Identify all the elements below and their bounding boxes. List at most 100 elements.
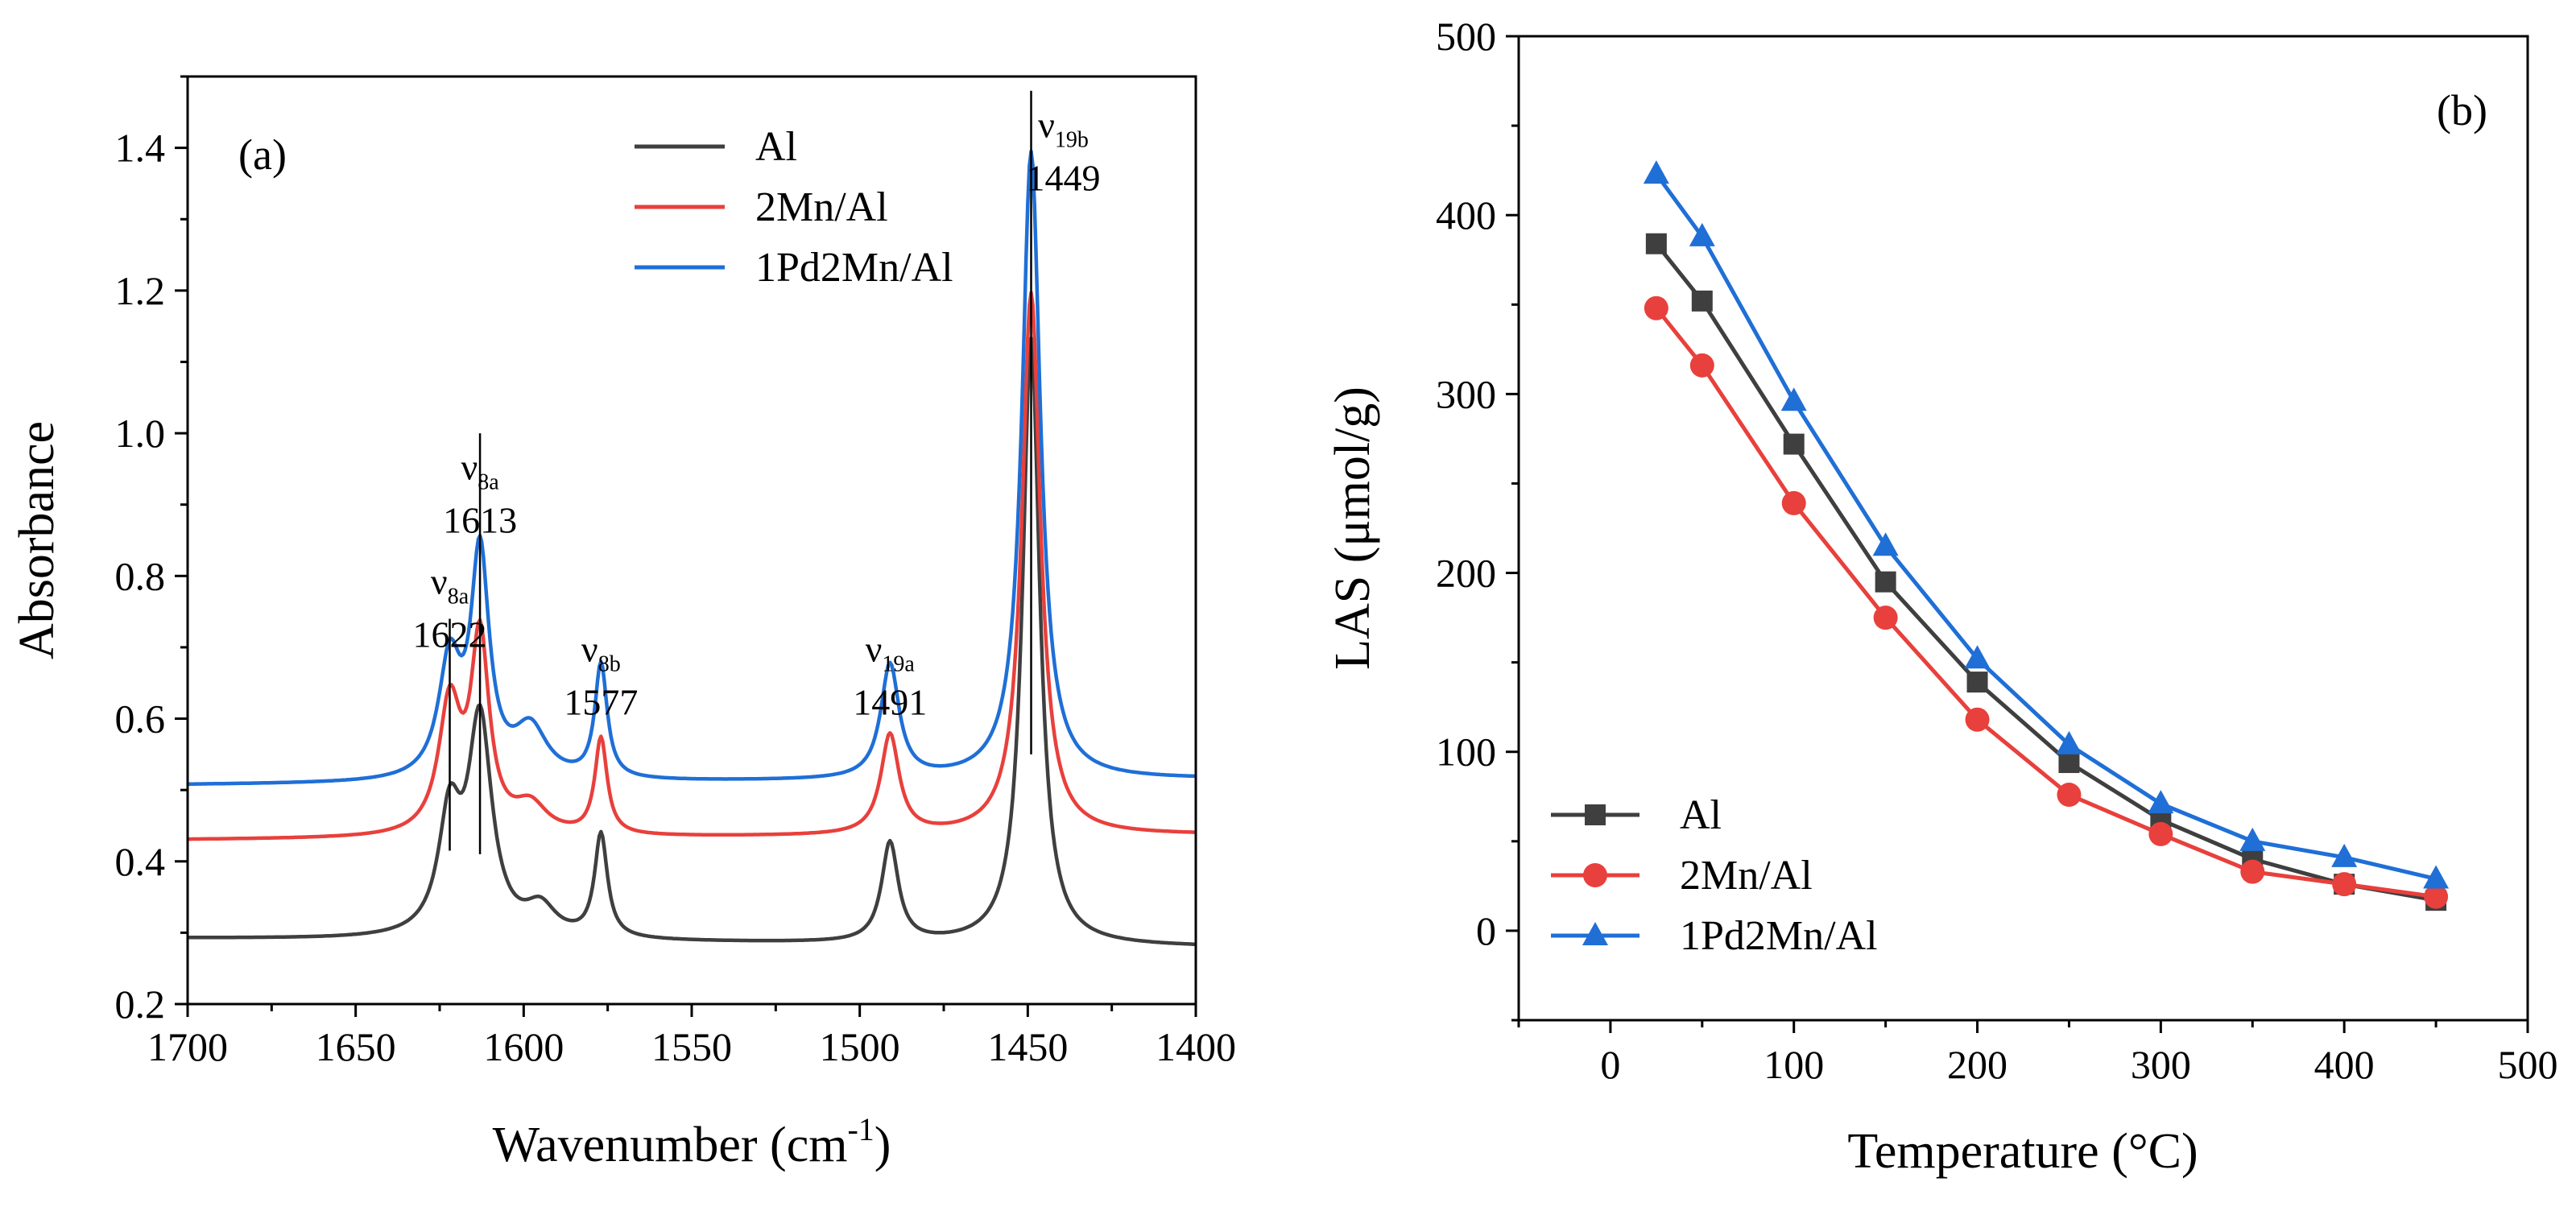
panel-b-ticks: 0 100 200 300 400 500 0 100 200 300 400 500 bbox=[1436, 14, 2558, 1087]
panel-b-label: (b) bbox=[2437, 86, 2487, 134]
x-tick-label: 300 bbox=[2131, 1042, 2191, 1087]
legend-label: Al bbox=[1680, 792, 1722, 838]
data-point-triangle bbox=[1872, 532, 1899, 556]
data-point-square bbox=[1691, 290, 1713, 312]
y-tick-label: 200 bbox=[1436, 551, 1496, 596]
x-tick-label: 500 bbox=[2498, 1042, 2558, 1087]
data-point-square bbox=[1783, 433, 1805, 455]
spectrum-line-2 bbox=[187, 149, 1197, 787]
peak-annotation-nu8a-1613: ν8a 1613 bbox=[443, 433, 517, 854]
panel-a-ticks: 1700 1650 1600 1550 1500 1450 1400 0.2 0.4 0.6 0.8… bbox=[115, 75, 1236, 1069]
x-tick-label: 400 bbox=[2314, 1042, 2375, 1087]
peak-annotation-nu19b-1449: ν19b 1449 bbox=[1027, 90, 1101, 754]
peak-annotation-nu8b-1577: ν8b 1577 bbox=[564, 629, 638, 723]
data-point-circle bbox=[2148, 821, 2173, 846]
peak-annotation-nu19a-1491: ν19a 1491 bbox=[853, 629, 927, 723]
panel-a-label: (a) bbox=[238, 130, 287, 179]
panel-b-las: 0 100 200 300 400 500 0 100 200 300 400 500 (b) Tem… bbox=[1325, 14, 2558, 1179]
y-tick-label: 1.2 bbox=[115, 268, 166, 313]
y-tick-label: 0 bbox=[1476, 908, 1496, 953]
data-point-square bbox=[1966, 672, 1988, 693]
spectrum-line-0 bbox=[187, 336, 1197, 947]
series-line bbox=[1654, 172, 2437, 881]
data-point-circle bbox=[1873, 606, 1898, 630]
data-point-triangle bbox=[1582, 922, 1608, 945]
data-point-triangle bbox=[2239, 827, 2266, 851]
data-point-triangle bbox=[1643, 160, 1669, 184]
panel-a-legend: Al 2Mn/Al 1Pd2Mn/Al bbox=[635, 124, 953, 291]
panel-b-x-axis-title: Temperature (°C) bbox=[1847, 1124, 2198, 1179]
panel-b-legend: Al 2Mn/Al 1Pd2Mn/Al bbox=[1551, 792, 1878, 959]
data-point-circle bbox=[2057, 783, 2082, 808]
peak-mode-label: ν8b bbox=[581, 629, 621, 677]
y-tick-label: 100 bbox=[1436, 729, 1496, 775]
y-tick-label: 0.6 bbox=[115, 696, 166, 742]
data-point-circle bbox=[2240, 859, 2265, 884]
y-tick-label: 1.4 bbox=[115, 126, 166, 171]
data-point-square bbox=[1585, 804, 1606, 825]
data-point-circle bbox=[1965, 707, 1990, 732]
legend-label: 1Pd2Mn/Al bbox=[1680, 913, 1878, 959]
data-point-circle bbox=[1781, 490, 1806, 515]
y-tick-label: 400 bbox=[1436, 192, 1496, 238]
data-point-square bbox=[1875, 571, 1896, 593]
peak-mode-label: ν8a bbox=[461, 447, 499, 495]
data-point-circle bbox=[1644, 296, 1668, 320]
series-line bbox=[1654, 242, 2437, 903]
peak-wavenumber-label: 1622 bbox=[413, 614, 487, 655]
panel-a-series-group bbox=[187, 149, 1197, 947]
x-tick-label: 100 bbox=[1764, 1042, 1824, 1087]
panel-a-x-axis-title: Wavenumber (cm-1) bbox=[493, 1111, 891, 1172]
data-point-triangle bbox=[2148, 790, 2174, 814]
peak-annotation-nu8a-1622: ν8a 1622 bbox=[413, 560, 487, 851]
x-tick-label: 1450 bbox=[987, 1024, 1068, 1069]
x-tick-label: 1700 bbox=[147, 1024, 228, 1069]
panel-b-y-axis-title: LAS (μmol/g) bbox=[1325, 386, 1380, 670]
peak-wavenumber-label: 1491 bbox=[853, 682, 927, 723]
data-point-circle bbox=[2332, 872, 2357, 897]
data-point-square bbox=[1645, 233, 1667, 254]
series-line bbox=[1654, 307, 2437, 899]
y-tick-label: 0.4 bbox=[115, 839, 166, 884]
legend-label: 1Pd2Mn/Al bbox=[755, 245, 953, 291]
data-point-square bbox=[2058, 752, 2080, 774]
x-tick-label: 0 bbox=[1600, 1042, 1620, 1087]
x-tick-label: 1400 bbox=[1156, 1024, 1236, 1069]
x-tick-label: 1600 bbox=[483, 1024, 564, 1069]
peak-mode-label: ν19b bbox=[1038, 104, 1089, 152]
y-tick-label: 0.2 bbox=[115, 982, 166, 1027]
peak-wavenumber-label: 1449 bbox=[1027, 157, 1101, 198]
panel-a-annotations: ν8a 1622 ν8a 1613 ν8b 1577 ν19a 1491 ν19b 1449 bbox=[413, 90, 1101, 854]
y-tick-label: 300 bbox=[1436, 371, 1496, 416]
panel-a-y-axis-title: Absorbance bbox=[10, 421, 64, 659]
spectrum-line-1 bbox=[187, 291, 1197, 841]
x-tick-label: 1500 bbox=[820, 1024, 900, 1069]
data-point-triangle bbox=[2056, 730, 2082, 754]
legend-label: 2Mn/Al bbox=[755, 184, 888, 230]
legend-label: 2Mn/Al bbox=[1680, 853, 1813, 899]
peak-wavenumber-label: 1613 bbox=[443, 500, 517, 541]
peak-mode-label: ν8a bbox=[431, 560, 469, 609]
data-point-circle bbox=[2424, 884, 2449, 909]
x-tick-label: 1650 bbox=[316, 1024, 396, 1069]
data-point-triangle bbox=[2423, 865, 2450, 889]
data-point-triangle bbox=[2331, 843, 2358, 867]
y-tick-label: 500 bbox=[1436, 14, 1496, 59]
x-tick-label: 200 bbox=[1947, 1042, 2007, 1087]
series-1Pd2Mn/Al bbox=[1643, 160, 2450, 889]
y-tick-label: 0.8 bbox=[115, 553, 166, 598]
series-Al bbox=[1645, 233, 2447, 911]
peak-wavenumber-label: 1577 bbox=[564, 682, 638, 723]
panel-b-series-group bbox=[1643, 160, 2450, 911]
data-point-circle bbox=[1583, 863, 1607, 887]
data-point-triangle bbox=[1689, 222, 1715, 246]
data-point-triangle bbox=[1780, 387, 1807, 411]
panel-a-spectra: ν8a 1622 ν8a 1613 ν8b 1577 ν19a 1491 ν19b 1449 17… bbox=[10, 75, 1236, 1172]
series-2Mn/Al bbox=[1644, 296, 2449, 909]
data-point-triangle bbox=[1964, 645, 1991, 669]
legend-label: Al bbox=[755, 124, 797, 170]
panel-b-frame bbox=[1517, 35, 2529, 1022]
y-tick-label: 1.0 bbox=[115, 411, 166, 456]
x-tick-label: 1550 bbox=[651, 1024, 732, 1069]
